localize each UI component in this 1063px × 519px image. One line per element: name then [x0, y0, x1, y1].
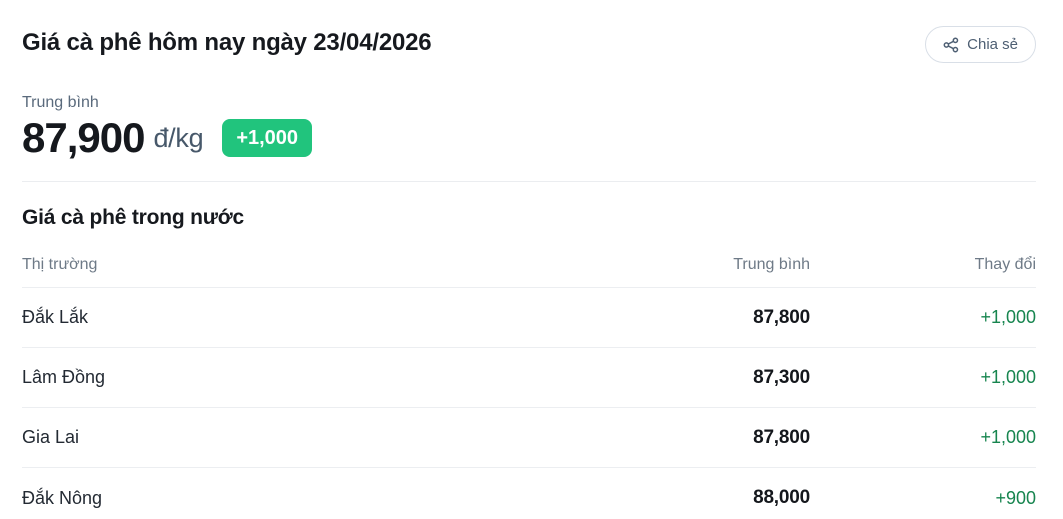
- average-price: 87,300: [753, 366, 810, 388]
- share-button-label: Chia sẻ: [967, 36, 1018, 53]
- domestic-price-table: Thị trường Trung bình Thay đổi Đắk Lắk 8…: [22, 234, 1036, 519]
- average-price-value: 87,900: [22, 114, 145, 161]
- table-row: Đắk Lắk 87,800 +1,000: [22, 288, 1036, 349]
- market-name: Đắk Lắk: [22, 307, 89, 328]
- price-change: +900: [995, 487, 1036, 508]
- market-name: Gia Lai: [22, 427, 80, 448]
- price-unit: đ/kg: [153, 122, 204, 153]
- table-header-row: Thị trường Trung bình Thay đổi: [22, 234, 1036, 289]
- table-row: Đắk Nông 88,000 +900: [22, 468, 1036, 519]
- average-price: 87,800: [753, 426, 810, 448]
- section-divider: [22, 181, 1036, 183]
- price-change: +1,000: [980, 307, 1036, 328]
- share-button[interactable]: Chia sẻ: [925, 26, 1036, 63]
- price-change: +1,000: [980, 367, 1036, 388]
- market-name: Lâm Đồng: [22, 367, 106, 388]
- average-price-summary: Trung bình 87,900 đ/kg +1,000: [22, 94, 1036, 160]
- column-header-market: Thị trường: [22, 256, 98, 274]
- table-row: Gia Lai 87,800 +1,000: [22, 408, 1036, 469]
- price-change: +1,000: [980, 427, 1036, 448]
- average-price: 88,000: [753, 487, 810, 509]
- column-header-change: Thay đổi: [974, 256, 1036, 274]
- page-title: Giá cà phê hôm nay ngày 23/04/2026: [22, 29, 432, 56]
- share-nodes-icon: [943, 37, 959, 53]
- price-change-badge: +1,000: [222, 119, 313, 158]
- average-price: 87,800: [753, 306, 810, 328]
- price-row: 87,900 đ/kg +1,000: [22, 114, 1036, 161]
- table-row: Lâm Đồng 87,300 +1,000: [22, 348, 1036, 409]
- section-title-domestic-prices: Giá cà phê trong nước: [22, 206, 244, 230]
- page-header: Giá cà phê hôm nay ngày 23/04/2026 Chia …: [22, 26, 1036, 63]
- market-name: Đắk Nông: [22, 487, 103, 508]
- average-label: Trung bình: [22, 94, 99, 111]
- column-header-average: Trung bình: [733, 256, 810, 274]
